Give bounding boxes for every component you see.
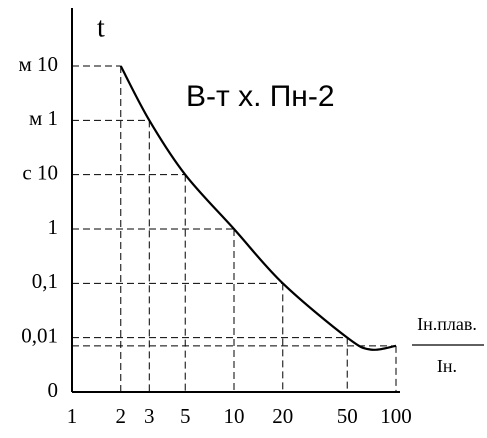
x-tick-label: 1 (67, 404, 78, 428)
annotation: В-т х. Пн-2 (186, 80, 335, 113)
x-tick-label: 10 (224, 404, 245, 428)
y-tick-label: м 10 (18, 52, 58, 76)
curve (119, 65, 397, 351)
x-tick-label: 5 (180, 404, 191, 428)
x-tick-label: 3 (144, 404, 155, 428)
x-tick-label: 50 (337, 404, 358, 428)
y-tick-label: с 10 (22, 160, 58, 184)
y-tick-label: 0,01 (21, 323, 58, 347)
y-tick-label: 0,1 (32, 269, 58, 293)
x-tick-label: 20 (272, 404, 293, 428)
x-label-denominator: Iн. (437, 356, 457, 376)
x-tick-label: 2 (116, 404, 127, 428)
x-label-numerator: Iн.плав. (417, 314, 477, 334)
y-tick-label: 1 (48, 215, 59, 239)
x-tick-label: 100 (380, 404, 412, 428)
y-tick-label: 0 (48, 378, 59, 402)
y-tick-label: м 1 (29, 106, 58, 130)
axis-title: t (97, 12, 105, 43)
